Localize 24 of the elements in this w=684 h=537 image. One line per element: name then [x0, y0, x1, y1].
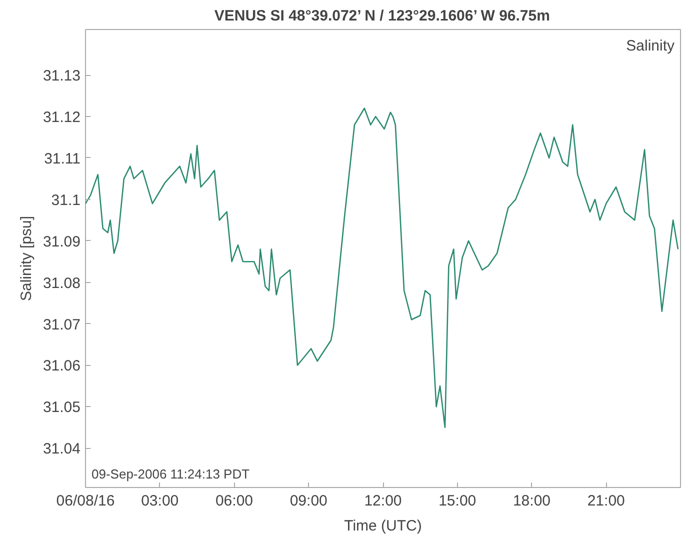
y-tick-label: 31.11 — [44, 150, 81, 168]
y-tick-label: 31.13 — [42, 68, 81, 85]
x-tick-label: 03:00 — [141, 492, 179, 510]
y-tick-label: 31.07 — [42, 316, 81, 334]
y-tick-label: 31.12 — [42, 109, 81, 126]
y-tick-label: 31.09 — [42, 233, 81, 250]
y-tick-label: 31.08 — [42, 274, 81, 292]
y-tick-label: 31.05 — [42, 399, 81, 416]
x-tick-label: 12:00 — [364, 492, 402, 510]
y-axis-title: Salinity [psu] — [18, 216, 35, 302]
y-tick-label: 31.04 — [42, 440, 81, 458]
line-series — [86, 108, 679, 428]
annotation: 09-Sep-2006 11:24:13 PDT — [92, 466, 250, 482]
x-tick-label: 18:00 — [512, 492, 551, 510]
chart-title: VENUS SI 48°39.072’ N / 123°29.1606’ W 96.75m — [214, 8, 550, 24]
y-tick-label: 31.1 — [51, 192, 81, 209]
x-axis-title: Time (UTC) — [344, 518, 422, 534]
x-tick-label: 15:00 — [438, 492, 476, 510]
x-tick-label: 21:00 — [587, 492, 625, 510]
x-tick-label: 06/08/16 — [56, 492, 115, 510]
annotation: Salinity — [626, 38, 675, 54]
y-tick-label: 31.06 — [42, 358, 81, 375]
x-tick-label: 09:00 — [290, 492, 328, 510]
x-tick-label: 06:00 — [215, 492, 254, 510]
